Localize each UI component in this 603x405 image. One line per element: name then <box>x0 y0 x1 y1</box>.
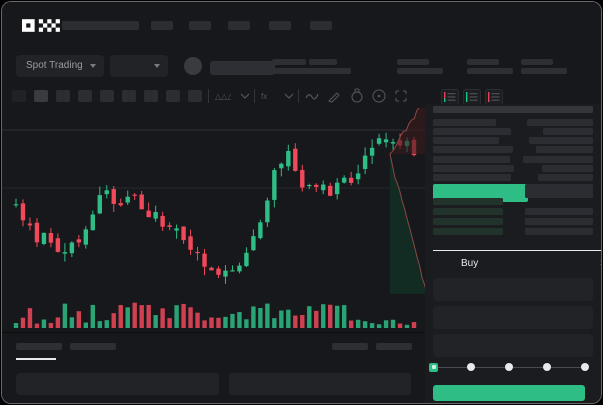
svg-text:fx: fx <box>261 92 267 101</box>
svg-text:△△△: △△△ <box>215 92 231 101</box>
